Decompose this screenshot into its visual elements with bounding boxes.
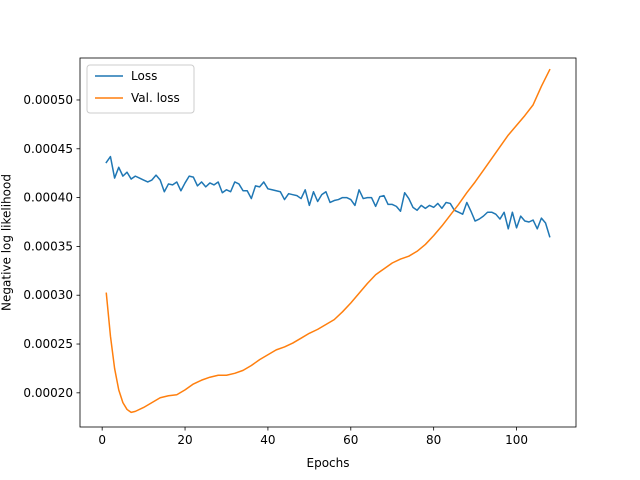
y-tick-label: 0.00050 — [23, 93, 73, 107]
x-axis-label: Epochs — [307, 456, 350, 470]
legend-box — [86, 64, 195, 114]
x-tick-label: 80 — [426, 433, 441, 447]
x-tick-label: 100 — [505, 433, 528, 447]
series-line-val-loss — [105, 68, 551, 414]
axes-frame — [79, 57, 577, 428]
series-layer — [105, 68, 551, 414]
y-tick-label: 0.00040 — [23, 191, 73, 205]
y-tick-label: 0.00045 — [23, 142, 73, 156]
y-tick-label: 0.00020 — [23, 386, 73, 400]
x-tick-label: 60 — [343, 433, 358, 447]
x-tick-label: 0 — [98, 433, 106, 447]
legend-label: Loss — [131, 69, 157, 83]
y-tick-label: 0.00035 — [23, 239, 73, 253]
legend: Loss Val. loss — [86, 64, 195, 114]
x-tick-label: 20 — [177, 433, 192, 447]
y-axis-ticks: 0.00020 0.00025 0.00030 0.00035 0.00040 0.000… — [23, 93, 80, 400]
y-axis-label: Negative log likelihood — [0, 174, 14, 311]
x-tick-label: 40 — [260, 433, 275, 447]
plot-area — [105, 68, 551, 414]
series-line-loss — [105, 155, 551, 238]
legend-label: Val. loss — [131, 91, 180, 105]
x-axis-ticks: 0 20 40 60 80 100 — [98, 427, 528, 447]
y-tick-label: 0.00030 — [23, 288, 73, 302]
y-tick-label: 0.00025 — [23, 337, 73, 351]
